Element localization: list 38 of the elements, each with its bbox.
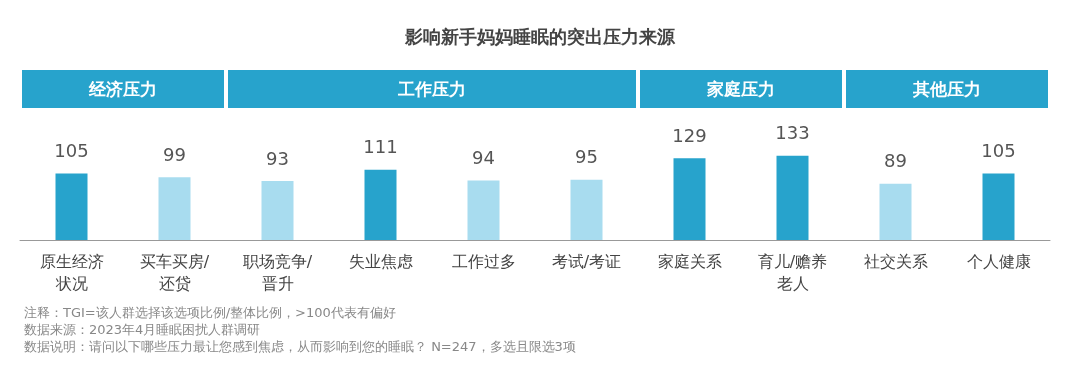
data-label: 129 — [672, 124, 707, 146]
data-label: 93 — [266, 147, 289, 169]
x-tick-label: 工作过多 — [451, 251, 516, 271]
data-label: 133 — [775, 122, 810, 144]
chart-title: 影响新手妈妈睡眠的突出压力来源 — [404, 25, 676, 47]
data-label: 105 — [981, 140, 1016, 161]
x-tick-label: 买车买房/还贷 — [139, 251, 210, 293]
bar — [879, 183, 912, 240]
bar — [673, 158, 706, 240]
text: 家庭压力 — [706, 79, 775, 99]
data-label: 99 — [163, 143, 186, 165]
x-tick-label: 失业焦虑 — [348, 251, 413, 271]
bar — [467, 180, 500, 240]
x-tick-label: 考试/考证 — [551, 251, 622, 271]
text: 工作压力 — [397, 79, 466, 99]
text: 注释：TGI=该人群选择该选项比例/整体比例，>100代表有偏好 — [24, 305, 396, 320]
x-tick-label: 个人健康 — [966, 251, 1031, 271]
x-tick-label: 家庭关系 — [657, 251, 722, 271]
bar — [55, 173, 88, 240]
bar — [261, 181, 294, 240]
x-tick-label: 育儿/赡养老人 — [757, 251, 828, 293]
bar — [982, 173, 1015, 240]
text: 其他压力 — [912, 79, 981, 99]
source-note: 数据来源：2023年4月睡眠困扰人群调研 — [24, 322, 261, 337]
data-label: 95 — [575, 146, 598, 168]
x-tick-label: 原生经济状况 — [39, 251, 104, 293]
data-label: 94 — [472, 146, 495, 168]
bar — [570, 179, 603, 240]
text: 数据说明：请问以下哪些压力最让您感到焦虑，从而影响到您的睡眠？ N=247，多选且限选3项 — [24, 339, 576, 354]
text: 经济压力 — [88, 79, 157, 99]
bar — [364, 169, 397, 240]
bar — [776, 155, 809, 240]
data-label: 89 — [884, 150, 907, 172]
x-tick-label: 社交关系 — [863, 251, 928, 271]
data-label: 105 — [54, 140, 89, 161]
bar — [158, 177, 191, 240]
data-label: 111 — [363, 136, 398, 158]
x-tick-label: 职场竞争/晋升 — [242, 251, 313, 293]
